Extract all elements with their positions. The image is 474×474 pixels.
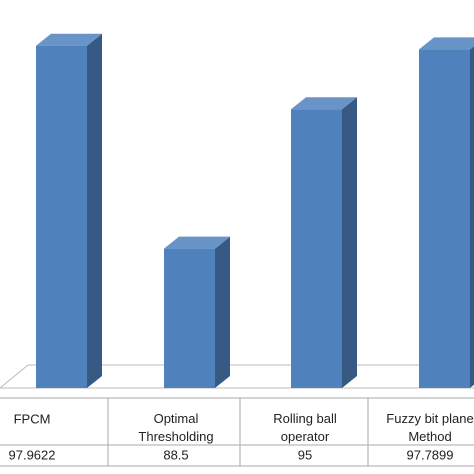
bar-side <box>470 46 474 388</box>
bar-top <box>291 97 357 110</box>
bar-front <box>291 109 342 388</box>
value-label: 95 <box>298 447 312 462</box>
category-label: Optimal Thresholding <box>138 411 213 444</box>
bar <box>36 33 102 388</box>
bar-side <box>342 97 357 388</box>
category-label: Rolling ball operator <box>273 411 337 444</box>
bar-side <box>87 33 102 388</box>
bar-side <box>215 236 230 388</box>
value-label: 88.5 <box>163 447 188 462</box>
bar-front <box>36 45 87 388</box>
bar <box>419 37 474 388</box>
bar <box>164 236 230 388</box>
floor-edge <box>0 364 29 389</box>
value-label: 97.7899 <box>407 447 454 462</box>
category-label: Fuzzy bit plane Method <box>386 411 473 444</box>
bar-front <box>164 248 215 388</box>
bar <box>291 97 357 388</box>
bar-top <box>164 236 230 249</box>
value-label: 97.9622 <box>9 447 56 462</box>
data-table <box>0 397 474 467</box>
category-label: FPCM <box>14 411 51 426</box>
bar-top <box>36 33 102 46</box>
bar-front <box>419 49 470 388</box>
bar-top <box>419 37 474 50</box>
